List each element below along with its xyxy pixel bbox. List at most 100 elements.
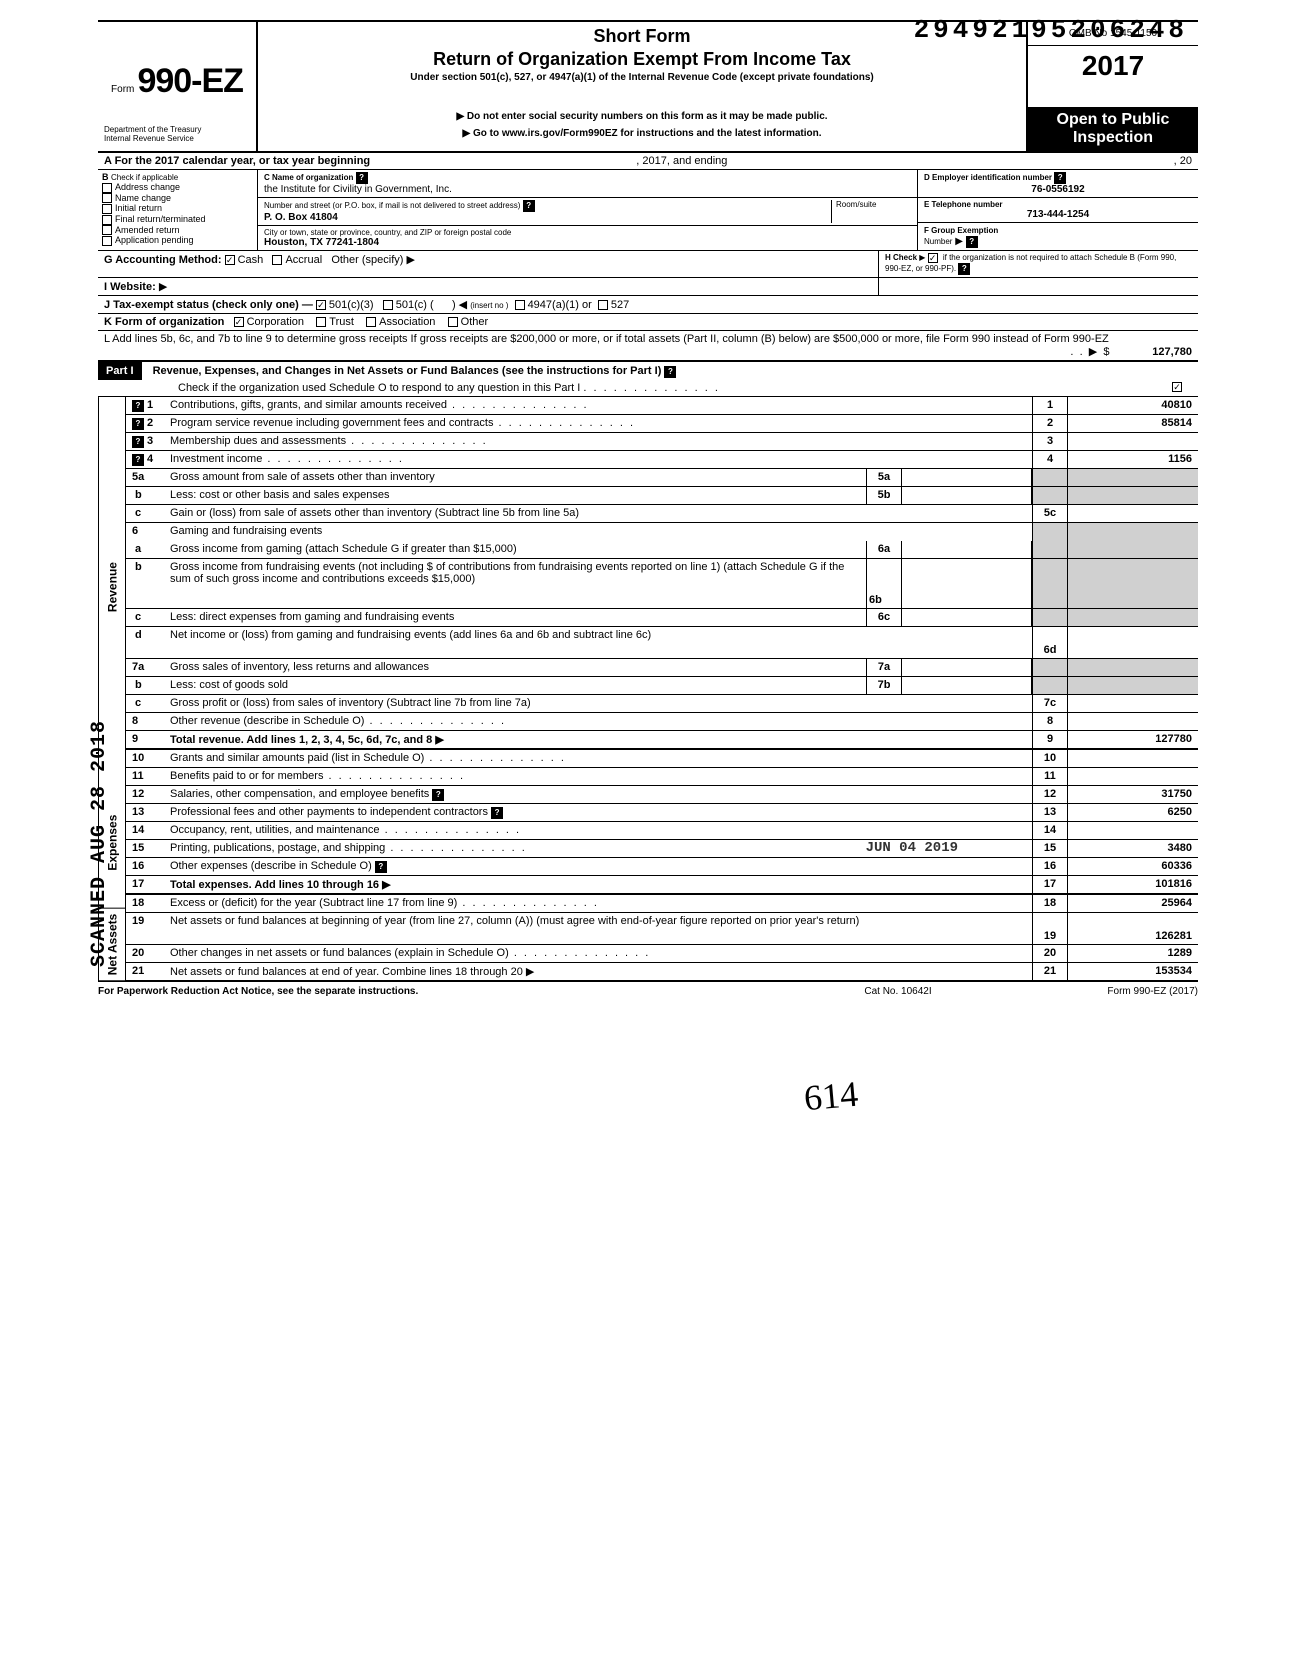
ln-9-desc: Total revenue. Add lines 1, 2, 3, 4, 5c,… (166, 731, 1032, 748)
ln-17-val: 101816 (1068, 876, 1198, 893)
cb-amended[interactable] (102, 225, 112, 235)
line-6: 6 Gaming and fundraising events (126, 523, 1198, 541)
ln-7a-shade (1032, 659, 1068, 676)
ln-3-num: ? 3 (126, 433, 166, 450)
ln-6d-num: d (126, 627, 166, 658)
ln-8-val (1068, 713, 1198, 730)
help-icon[interactable]: ? (375, 861, 387, 873)
footer-right: Form 990-EZ (2017) (998, 986, 1198, 997)
ln-6a-box: 6a (866, 541, 902, 558)
k-corp: Corporation (247, 316, 304, 328)
d-label: D Employer identification number (924, 173, 1052, 182)
help-icon[interactable]: ? (664, 366, 676, 378)
ln-6a-shadeval (1068, 541, 1198, 558)
help-icon[interactable]: ? (523, 200, 535, 212)
help-icon[interactable]: ? (432, 789, 444, 801)
cb-trust[interactable] (316, 317, 326, 327)
ln-14-val (1068, 822, 1198, 839)
ln-6c-box: 6c (866, 609, 902, 626)
help-icon[interactable]: ? (1054, 172, 1066, 184)
goto-instructions: Go to www.irs.gov/Form990EZ for instruct… (264, 128, 1020, 139)
l-text: L Add lines 5b, 6c, and 7b to line 9 to … (104, 333, 1109, 345)
cb-other-org[interactable] (448, 317, 458, 327)
k-label: K Form of organization (104, 316, 224, 328)
form-page: 29492195206248 SCANNED AUG 28 2018 Form … (98, 20, 1198, 997)
line-7a: 7a Gross sales of inventory, less return… (126, 659, 1198, 677)
cb-schedule-o[interactable] (1172, 382, 1182, 392)
other-label: Other (specify) (331, 254, 403, 266)
line-19: 19 Net assets or fund balances at beginn… (126, 913, 1198, 945)
ln-7c-val (1068, 695, 1198, 712)
help-icon[interactable]: ? (132, 454, 144, 466)
ln-17-box: 17 (1032, 876, 1068, 893)
ln-5a-shade (1032, 469, 1068, 486)
ln-1-num: ? 1 (126, 397, 166, 414)
ln-5a-shadeval (1068, 469, 1198, 486)
ln-6c-shadeval (1068, 609, 1198, 626)
cb-address-change[interactable] (102, 183, 112, 193)
line-21: 21 Net assets or fund balances at end of… (126, 963, 1198, 982)
ln-4-val: 1156 (1068, 451, 1198, 468)
cb-cash[interactable] (225, 255, 235, 265)
ln-7b-num: b (126, 677, 166, 694)
cb-h[interactable] (928, 253, 938, 263)
ein-value: 76-0556192 (924, 184, 1192, 195)
ln-20-num: 20 (126, 945, 166, 962)
cb-initial-return[interactable] (102, 204, 112, 214)
cash-label: Cash (238, 254, 264, 266)
ln-6b-desc: Gross income from fundraising events (no… (166, 559, 866, 608)
line-7b: b Less: cost of goods sold 7b (126, 677, 1198, 695)
help-icon[interactable]: ? (132, 436, 144, 448)
ln-14-box: 14 (1032, 822, 1068, 839)
ln-9-num: 9 (126, 731, 166, 748)
ln-3-desc: Membership dues and assessments (166, 433, 1032, 450)
line-6b: b Gross income from fundraising events (… (126, 559, 1198, 609)
ln-7a-subval (902, 659, 1032, 676)
help-icon[interactable]: ? (132, 418, 144, 430)
ln-12-desc: Salaries, other compensation, and employ… (170, 788, 429, 800)
k-trust: Trust (329, 316, 354, 328)
ln-13-val: 6250 (1068, 804, 1198, 821)
ln-10-val (1068, 750, 1198, 767)
ssn-warning: Do not enter social security numbers on … (264, 111, 1020, 122)
ln-20-val: 1289 (1068, 945, 1198, 962)
b-label: B (102, 172, 109, 182)
k-other: Other (461, 316, 489, 328)
ln-21-desc: Net assets or fund balances at end of ye… (166, 963, 1032, 980)
box-b: B Check if applicable Address change Nam… (98, 170, 258, 250)
header-row-2: Department of the Treasury Internal Reve… (98, 107, 1198, 153)
ln-5a-num: 5a (126, 469, 166, 486)
tax-year: 2017 (1028, 46, 1198, 86)
line-j: J Tax-exempt status (check only one) — 5… (98, 296, 1198, 314)
help-icon[interactable]: ? (491, 807, 503, 819)
ln-6b-num: b (126, 559, 166, 608)
cb-app-pending[interactable] (102, 236, 112, 246)
line-7c: c Gross profit or (loss) from sales of i… (126, 695, 1198, 713)
help-icon[interactable]: ? (958, 263, 970, 275)
help-icon[interactable]: ? (356, 172, 368, 184)
help-icon[interactable]: ? (132, 400, 144, 412)
dept-cell: Department of the Treasury Internal Reve… (98, 107, 258, 151)
cb-accrual[interactable] (272, 255, 282, 265)
cb-final-return[interactable] (102, 215, 112, 225)
ln-5b-subval (902, 487, 1032, 504)
received-stamp: JUN 04 2019 (866, 840, 958, 856)
ln-5a-subval (902, 469, 1032, 486)
footer-mid: Cat No. 10642I (798, 986, 998, 997)
ln-6-num: 6 (126, 523, 166, 541)
line-a: A For the 2017 calendar year, or tax yea… (98, 153, 1198, 170)
help-icon[interactable]: ? (966, 236, 978, 248)
cb-name-change[interactable] (102, 193, 112, 203)
cb-527[interactable] (598, 300, 608, 310)
cb-corp[interactable] (234, 317, 244, 327)
line-5a: 5a Gross amount from sale of assets othe… (126, 469, 1198, 487)
ln-17-desc: Total expenses. Add lines 10 through 16 (166, 876, 1032, 893)
j-527: 527 (611, 299, 629, 311)
cb-501c3[interactable] (316, 300, 326, 310)
ln-12-num: 12 (126, 786, 166, 803)
cb-assoc[interactable] (366, 317, 376, 327)
cb-501c[interactable] (383, 300, 393, 310)
cb-4947[interactable] (515, 300, 525, 310)
line-a-label: A For the 2017 calendar year, or tax yea… (104, 155, 370, 167)
ln-7b-box: 7b (866, 677, 902, 694)
